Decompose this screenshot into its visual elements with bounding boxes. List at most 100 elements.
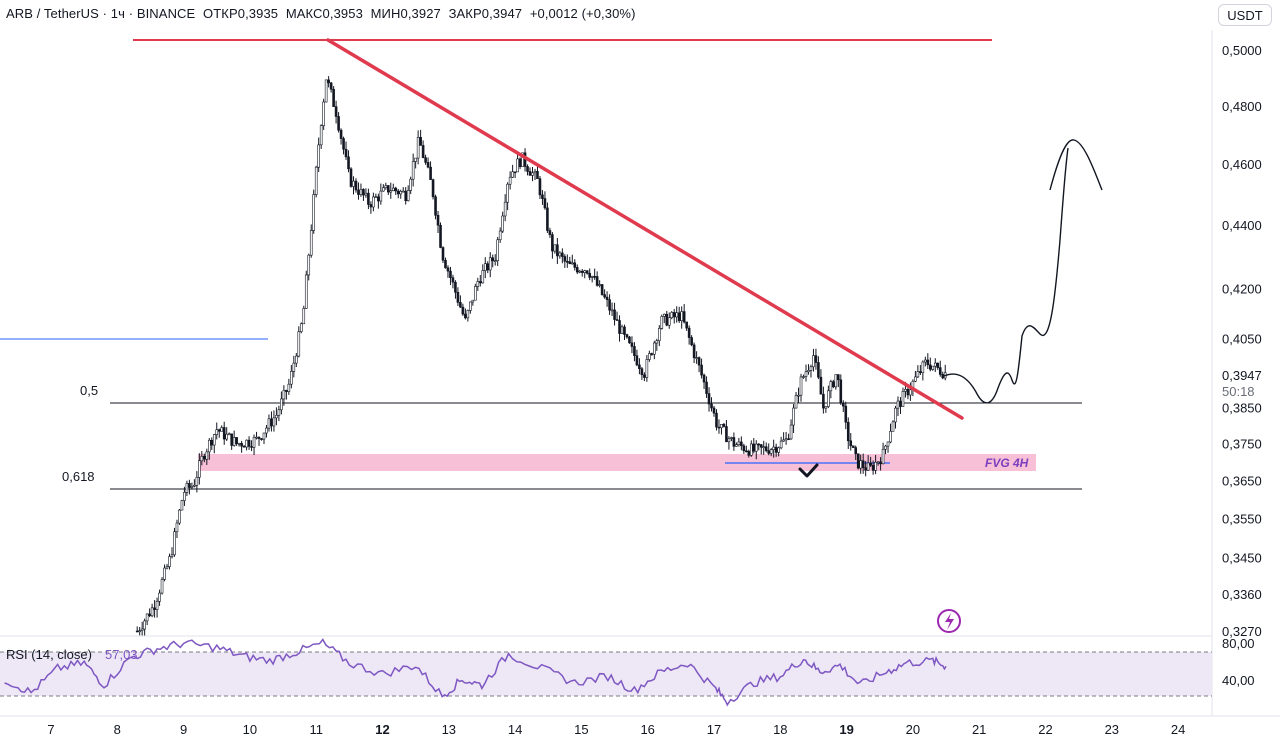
candle-body xyxy=(165,566,169,569)
candle-body xyxy=(382,187,385,192)
candle-body xyxy=(190,485,194,488)
candle-body xyxy=(553,244,557,252)
candle-body xyxy=(662,313,666,317)
candle-body xyxy=(752,443,756,452)
candle-body xyxy=(232,437,236,446)
candle-body xyxy=(866,462,870,471)
candle-body xyxy=(655,340,659,344)
candle-body xyxy=(827,390,830,407)
time-tick-label: 20 xyxy=(906,722,920,737)
price-tick-label: 0,3360 xyxy=(1222,587,1262,602)
candle-body xyxy=(461,306,465,315)
candle-body xyxy=(203,455,206,460)
rsi-label[interactable]: RSI (14, close) xyxy=(6,647,92,662)
candle-body xyxy=(749,443,753,456)
candle-body xyxy=(528,171,532,176)
currency-button[interactable]: USDT xyxy=(1218,4,1272,26)
candle-body xyxy=(299,323,303,332)
candle-body xyxy=(290,371,293,385)
candle-body xyxy=(759,444,763,448)
candle-body xyxy=(548,230,552,235)
candle-body xyxy=(434,196,437,216)
candle-body xyxy=(180,500,184,511)
price-tick-label: 0,4200 xyxy=(1222,282,1262,297)
candle-body xyxy=(362,189,365,196)
candle-body xyxy=(319,125,323,146)
candle-body xyxy=(563,256,567,262)
candle-body xyxy=(782,439,785,442)
candle-body xyxy=(640,368,644,376)
candle-body xyxy=(270,418,273,427)
candle-body xyxy=(846,421,850,442)
candle-body xyxy=(173,531,176,556)
candle-body xyxy=(175,522,179,533)
candle-body xyxy=(237,443,241,445)
candle-body xyxy=(767,450,770,454)
candle-body xyxy=(416,137,420,159)
candle-body xyxy=(272,417,276,427)
projection-path[interactable] xyxy=(943,147,1069,404)
candle-body xyxy=(474,286,477,301)
candle-body xyxy=(901,391,905,407)
candle-body xyxy=(155,600,159,610)
candle-body xyxy=(864,467,867,471)
candle-body xyxy=(240,443,243,447)
candle-body xyxy=(367,192,370,205)
checkmark-icon xyxy=(798,463,819,478)
candle-body xyxy=(334,106,338,117)
candle-body xyxy=(891,421,895,432)
candle-body xyxy=(399,191,403,195)
candle-body xyxy=(931,365,935,370)
candle-body xyxy=(225,433,228,440)
candle-body xyxy=(307,254,311,276)
candle-body xyxy=(314,166,318,195)
time-tick-label: 17 xyxy=(707,722,721,737)
candle-body xyxy=(396,190,400,195)
price-axis[interactable]: 0,5000 0,4800 0,4600 0,4400 0,4200 0,4050 0,38… xyxy=(1222,43,1262,639)
candle-body xyxy=(884,445,887,450)
candle-body xyxy=(424,157,427,163)
candle-body xyxy=(869,462,872,466)
price-tick-label: 0,4400 xyxy=(1222,218,1262,233)
time-tick-label: 11 xyxy=(309,722,323,737)
candle-body xyxy=(242,445,246,448)
descending-trendline[interactable] xyxy=(326,38,964,420)
candle-body xyxy=(508,176,512,185)
candle-body xyxy=(372,196,375,208)
candle-body xyxy=(710,403,713,409)
time-tick-label: 18 xyxy=(773,722,787,737)
time-axis[interactable]: 7 8 9 10 11 12 13 14 15 16 17 18 19 20 21 22 23 24 xyxy=(47,722,1185,737)
candle-body xyxy=(938,367,942,375)
candle-body xyxy=(774,446,778,453)
candle-body xyxy=(317,144,320,168)
candle-body xyxy=(849,440,853,447)
candle-body xyxy=(185,483,189,493)
candle-body xyxy=(742,445,746,452)
candle-body xyxy=(809,366,813,371)
candle-body xyxy=(183,492,186,501)
candle-body xyxy=(814,355,818,363)
price-tick-label: 0,3450 xyxy=(1222,551,1262,566)
candle-body xyxy=(625,334,629,338)
symbol-info[interactable]: ARB / TetherUS · 1ч · BINANCE xyxy=(6,6,196,21)
candle-body xyxy=(158,592,161,602)
candle-body xyxy=(344,148,348,158)
candle-body xyxy=(160,579,164,594)
candle-body xyxy=(613,309,616,320)
candle-body xyxy=(297,331,301,357)
candle-body xyxy=(436,214,440,226)
candle-body xyxy=(899,400,902,407)
candle-body xyxy=(682,311,686,323)
candle-body xyxy=(630,342,634,347)
lightning-icon[interactable] xyxy=(937,609,961,633)
candle-body xyxy=(287,383,291,392)
candle-body xyxy=(605,296,609,300)
candle-body xyxy=(570,262,574,265)
candle-body xyxy=(879,461,882,465)
candle-body xyxy=(608,299,611,311)
candle-body xyxy=(799,376,803,396)
candle-body xyxy=(772,446,775,450)
candle-body xyxy=(583,270,587,273)
candle-body xyxy=(170,554,174,557)
